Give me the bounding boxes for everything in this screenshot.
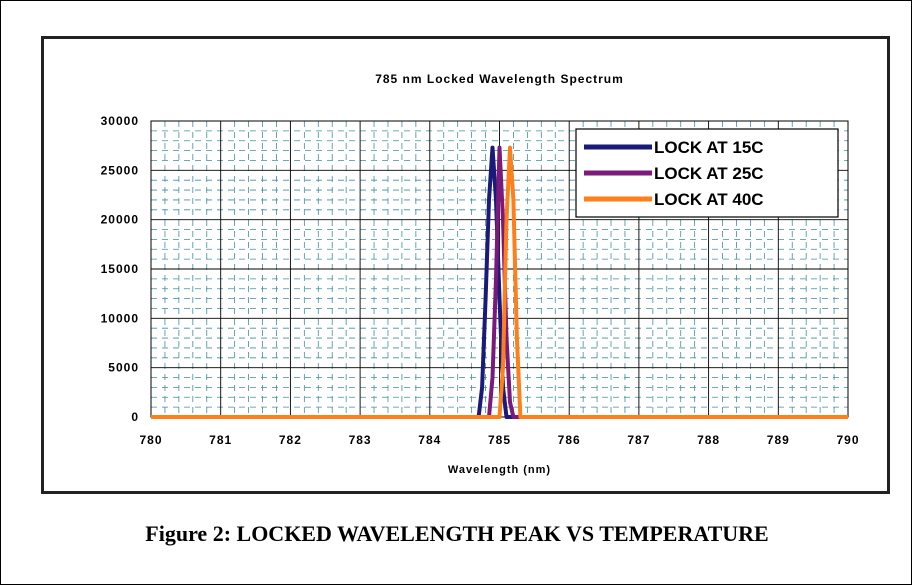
x-axis-label: Wavelength (nm) [448,464,551,476]
legend-box [575,128,839,218]
y-tick-label: 25000 [101,163,139,177]
x-tick-label: 787 [627,433,650,447]
x-tick-label: 785 [488,433,511,447]
y-tick-label: 10000 [101,311,139,325]
chart-box: 0 5000 10000 15000 20000 25000 30000 780 781 782 7… [41,36,890,494]
legend-label-1: LOCK AT 15C [654,138,764,157]
x-tick-label: 783 [349,433,372,447]
x-tick-label: 788 [697,433,720,447]
x-tick-label: 790 [836,433,859,447]
y-tick-label: 30000 [101,114,139,128]
y-tick-label: 0 [131,410,139,424]
x-tick-label: 789 [767,433,790,447]
x-tick-label: 782 [279,433,302,447]
y-tick-label: 5000 [108,361,139,375]
y-tick-label: 15000 [101,262,139,276]
chart-title: 785 nm Locked Wavelength Spectrum [375,72,624,86]
x-tick-label: 786 [558,433,581,447]
series-line-3 [151,145,848,419]
legend-label-2: LOCK AT 25C [654,164,764,183]
chart-svg: 0 5000 10000 15000 20000 25000 30000 780 781 782 7… [101,72,859,476]
legend-label-3: LOCK AT 40C [654,190,764,209]
y-tick-label: 20000 [101,213,139,227]
x-tick-label: 780 [139,433,162,447]
figure-caption: Figure 2: LOCKED WAVELENGTH PEAK VS TEMP… [145,521,769,546]
x-tick-label: 781 [209,433,232,447]
x-tick-label: 784 [418,433,441,447]
